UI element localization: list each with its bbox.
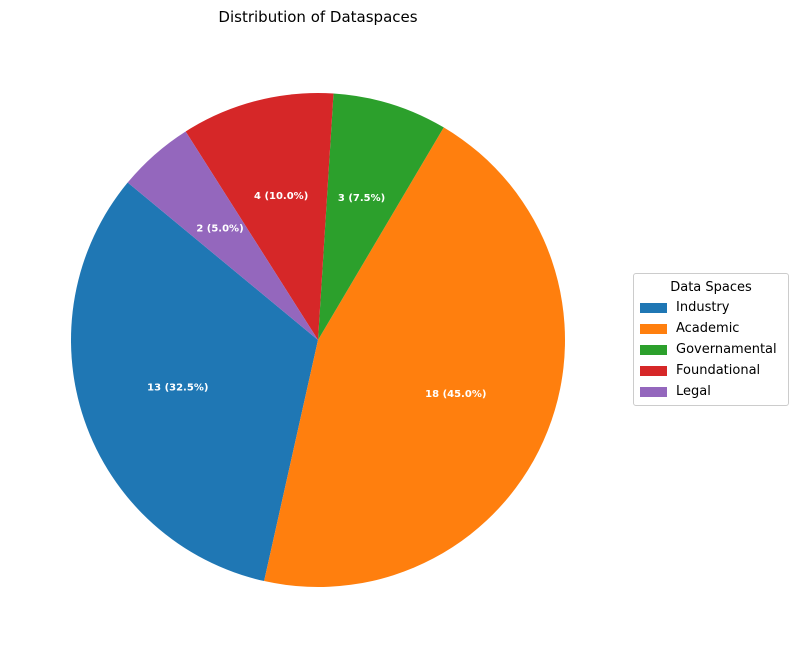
slice-label-foundational: 4 (10.0%) — [254, 191, 308, 202]
pie-slice-industry — [70, 182, 318, 582]
legend-swatch — [640, 386, 667, 397]
legend-item-academic: Academic — [634, 318, 788, 339]
legend-label: Legal — [676, 384, 711, 399]
legend-item-legal: Legal — [634, 381, 788, 402]
slice-label-academic: 18 (45.0%) — [425, 389, 486, 400]
slice-label-industry: 13 (32.5%) — [147, 383, 208, 394]
legend-swatch — [640, 365, 667, 376]
chart-title: Distribution of Dataspaces — [218, 8, 418, 26]
legend-label: Academic — [676, 321, 740, 336]
legend-title: Data Spaces — [670, 280, 752, 295]
legend-swatch — [640, 302, 667, 313]
pie-slice-governamental — [318, 93, 444, 340]
legend-item-foundational: Foundational — [634, 360, 788, 381]
pie-slice-legal — [127, 131, 318, 340]
pie-slice-academic — [264, 127, 566, 587]
legend-label: Foundational — [676, 363, 761, 378]
slice-label-governamental: 3 (7.5%) — [338, 193, 385, 204]
legend-item-industry: Industry — [634, 297, 788, 318]
legend-swatch — [640, 323, 667, 334]
legend-label: Industry — [676, 300, 730, 315]
legend-label: Governamental — [676, 342, 777, 357]
pie-slice-foundational — [185, 93, 334, 340]
legend-swatch — [640, 344, 667, 355]
legend: Data Spaces Industry Academic Governamenta… — [633, 273, 789, 406]
legend-item-governamental: Governamental — [634, 339, 788, 360]
slice-label-legal: 2 (5.0%) — [196, 223, 243, 234]
